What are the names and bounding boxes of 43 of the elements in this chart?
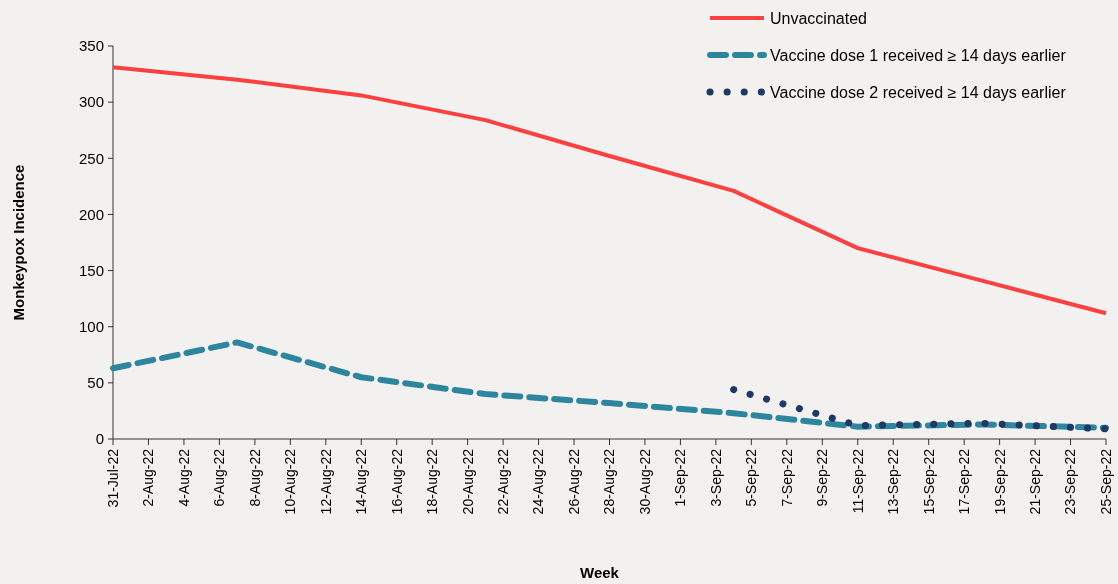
- x-axis-title: Week: [580, 564, 620, 581]
- y-tick-label: 300: [78, 93, 104, 111]
- y-tick-label: 200: [78, 205, 104, 223]
- y-tick-label: 250: [78, 149, 104, 167]
- x-tick-label: 14-Aug-22: [353, 448, 370, 515]
- x-tick-label: 24-Aug-22: [530, 448, 547, 515]
- x-tick-label: 8-Aug-22: [246, 448, 263, 507]
- x-tick-label: 18-Aug-22: [424, 448, 441, 515]
- x-tick-label: 21-Sep-22: [1026, 448, 1043, 515]
- y-tick-label: 0: [95, 430, 104, 448]
- y-tick-label: 50: [87, 374, 104, 392]
- y-tick-label: 100: [78, 317, 104, 335]
- x-tick-label: 3-Sep-22: [707, 448, 724, 507]
- x-tick-label: 11-Sep-22: [849, 448, 866, 514]
- x-tick-label: 4-Aug-22: [175, 448, 192, 507]
- x-tick-label: 15-Sep-22: [920, 448, 937, 515]
- x-tick-label: 31-Jul-22: [104, 448, 121, 508]
- x-tick-label: 12-Aug-22: [317, 448, 334, 515]
- x-tick-label: 1-Sep-22: [672, 448, 689, 507]
- y-axis-title: Monkeypox Incidence: [10, 164, 27, 321]
- x-tick-label: 17-Sep-22: [956, 448, 973, 515]
- legend-label: Vaccine dose 2 received ≥ 14 days earlier: [770, 83, 1067, 101]
- y-tick-label: 350: [78, 37, 104, 55]
- x-tick-label: 20-Aug-22: [459, 448, 476, 515]
- x-tick-label: 16-Aug-22: [388, 448, 405, 515]
- x-tick-label: 26-Aug-22: [565, 448, 582, 515]
- y-tick-label: 150: [78, 261, 104, 279]
- x-tick-label: 5-Sep-22: [743, 448, 760, 507]
- x-tick-label: 22-Aug-22: [495, 448, 512, 515]
- x-tick-label: 2-Aug-22: [140, 448, 157, 507]
- x-tick-label: 25-Sep-22: [1097, 448, 1114, 515]
- line-series: [111, 65, 1108, 316]
- x-tick-label: 23-Sep-22: [1062, 448, 1079, 515]
- x-tick-label: 9-Sep-22: [814, 448, 831, 507]
- x-tick-label: 19-Sep-22: [991, 448, 1008, 515]
- x-tick-label: 7-Sep-22: [778, 448, 795, 507]
- legend-label: Vaccine dose 1 received ≥ 14 days earlier: [770, 46, 1067, 64]
- x-tick-label: 13-Sep-22: [885, 448, 902, 515]
- x-tick-label: 28-Aug-22: [601, 448, 618, 515]
- x-tick-label: 6-Aug-22: [211, 448, 228, 507]
- x-tick-label: 10-Aug-22: [282, 448, 299, 515]
- x-tick-label: 30-Aug-22: [636, 448, 653, 515]
- legend-label: Unvaccinated: [770, 9, 867, 27]
